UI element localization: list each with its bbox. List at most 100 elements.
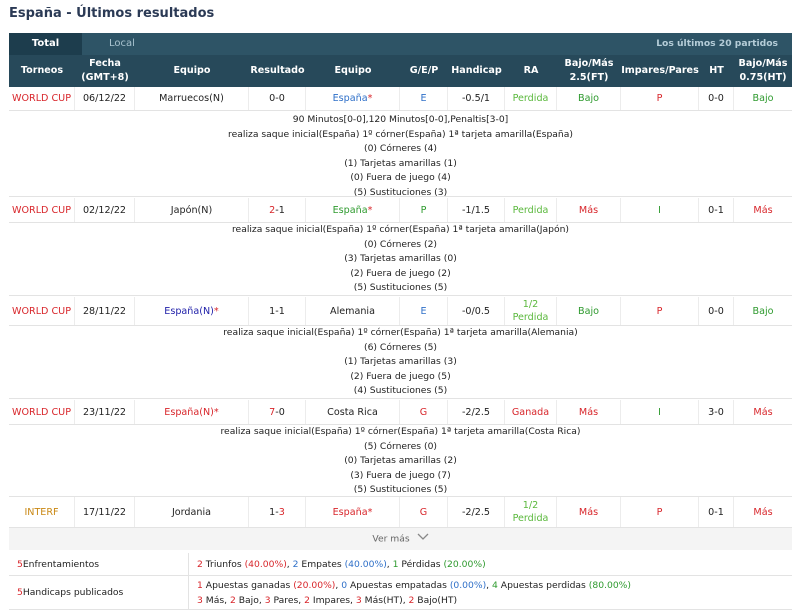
match-result[interactable]: 1-3 (249, 497, 306, 527)
away-score: 0 (278, 406, 285, 418)
tab-local[interactable]: Local (109, 38, 135, 49)
impares-pares-value: P (621, 297, 699, 325)
ra-value: 1/2 Perdida (505, 297, 557, 325)
home-team[interactable]: España(N) * (135, 297, 249, 325)
empates-label: Empates (298, 558, 345, 570)
ra-value: Perdida (505, 87, 557, 110)
label: Enfrentamientos (22, 558, 99, 570)
details-line: realiza saque inicial(España) 1º córner(… (220, 426, 581, 437)
handicap-value: -0/0.5 (448, 297, 505, 325)
header-resultado: Resultado (250, 65, 305, 76)
label: Handicaps publicados (22, 587, 124, 598)
ra-value: Perdida (505, 198, 557, 222)
impares-pares-value: P (621, 87, 699, 110)
masht-label: Más(HT), (361, 594, 409, 606)
header-equipo-visitante: Equipo (334, 65, 372, 76)
bajo-mas-value: Más (557, 198, 621, 222)
tournament-name[interactable]: WORLD CUP (9, 198, 75, 222)
details-line: (0) Fuera de juego (4) (350, 172, 451, 183)
star-marker: * (367, 204, 373, 216)
perdidas-label: Pérdidas (398, 558, 444, 570)
summary-enfrentamientos-label: 5 Enfrentamientos (9, 553, 189, 575)
match-result[interactable]: 0-0 (249, 87, 306, 110)
empates-pct: (40.00%) (344, 558, 387, 570)
mas-count: 3 (197, 594, 203, 606)
home-team[interactable]: España(N) * (135, 400, 249, 424)
score-separator: - (275, 305, 279, 317)
details-line: (5) Sustituciones (5) (353, 484, 448, 495)
header-bajo-mas-ht: Bajo/Más 0.75(HT) (738, 58, 788, 83)
away-team[interactable]: Alemania (306, 297, 400, 325)
bajo-mas-ht-value: Más (753, 406, 773, 418)
ra-half: 1/2 (522, 299, 539, 310)
bajo-label: Bajo, (235, 594, 265, 606)
details-line: (5) Sustituciones (5) (353, 282, 448, 293)
triunfos-label: Triunfos (202, 558, 245, 570)
impares-pares-value: P (621, 497, 699, 527)
details-line: (2) Fuera de juego (5) (350, 370, 451, 382)
score-separator: - (275, 506, 279, 518)
away-team[interactable]: España * (306, 497, 400, 527)
match-details: realiza saque inicial(España) 1º córner(… (9, 223, 792, 296)
bajo-mas-value: Bajo (557, 87, 621, 110)
bajo-mas-ht-value: Bajo (752, 305, 774, 317)
match-result[interactable]: 7-0 (249, 400, 306, 424)
empatadas-pct: (0.00%) (449, 579, 487, 591)
ra-result: Perdida (512, 513, 549, 524)
match-row[interactable]: WORLD CUP 02/12/22 Japón(N) 2-1 España * … (9, 198, 792, 223)
header-torneos: Torneos (20, 65, 64, 76)
home-score: 1 (269, 305, 276, 317)
match-row[interactable]: WORLD CUP 06/12/22 Marruecos(N) 0-0 Espa… (9, 87, 792, 111)
home-team[interactable]: Jordania (135, 497, 249, 527)
ht-score: 0-0 (699, 297, 734, 325)
away-score: 1 (278, 204, 285, 216)
tab-total[interactable]: Total (9, 33, 82, 55)
perdidas2-count: 4 (492, 579, 498, 591)
score-separator: - (275, 406, 279, 418)
ganadas-label: Apuestas ganadas (202, 579, 294, 591)
chevron-down-icon (417, 528, 429, 550)
ra-half: 1/2 (522, 500, 539, 511)
perdidas-count: 1 (392, 558, 399, 570)
gep-value: G (400, 400, 448, 424)
away-team-name: España (332, 93, 368, 104)
details-line: (5) Córneres (0) (363, 440, 437, 452)
tournament-name[interactable]: WORLD CUP (9, 400, 75, 424)
impares-count: 2 (304, 594, 310, 606)
home-team[interactable]: Marruecos(N) (135, 87, 249, 110)
match-details: 90 Minutos[0-0],120 Minutos[0-0],Penalti… (9, 111, 792, 198)
gep-value: P (400, 198, 448, 222)
tab-bar: Total Local Los últimos 20 partidos (9, 33, 792, 55)
handicap-value: -1/1.5 (448, 198, 505, 222)
tournament-name[interactable]: WORLD CUP (9, 87, 75, 110)
home-score: 1 (269, 506, 276, 518)
score-separator: - (275, 204, 279, 216)
star-marker: * (367, 93, 373, 104)
home-team-name: España(N) (164, 406, 214, 418)
ver-mas-button[interactable]: Ver más (9, 528, 792, 550)
match-result[interactable]: 2-1 (249, 198, 306, 222)
match-result[interactable]: 1-1 (249, 297, 306, 325)
star-marker: * (367, 506, 373, 518)
away-team-name: España (332, 204, 368, 216)
last-20-matches-label[interactable]: Los últimos 20 partidos (656, 38, 778, 49)
gep-value: G (400, 497, 448, 527)
match-details: realiza saque inicial(España) 1º córner(… (9, 425, 792, 497)
header-equipo-local: Equipo (173, 65, 211, 76)
away-team[interactable]: España * (306, 87, 400, 110)
home-team[interactable]: Japón(N) (135, 198, 249, 222)
tournament-name[interactable]: INTERF (9, 497, 75, 527)
summary-handicaps-stats: 1 Apuestas ganadas (20.00%), 0 Apuestas … (197, 579, 631, 606)
handicap-value: -0.5/1 (448, 87, 505, 110)
empatadas-label: Apuestas empatadas (347, 579, 450, 591)
tournament-name[interactable]: WORLD CUP (9, 297, 75, 325)
ht-score: 0-1 (699, 198, 734, 222)
home-team-name: España(N) (164, 305, 214, 317)
match-row[interactable]: WORLD CUP 28/11/22 España(N) * 1-1 Aleman… (9, 297, 792, 326)
match-row[interactable]: INTERF 17/11/22 Jordania 1-3 España * G -… (9, 497, 792, 528)
handicap-value: -2/2.5 (448, 400, 505, 424)
away-team[interactable]: España * (306, 198, 400, 222)
header-ht: HT (709, 65, 724, 76)
match-row[interactable]: WORLD CUP 23/11/22 España(N) * 7-0 Costa … (9, 400, 792, 425)
away-team[interactable]: Costa Rica (306, 400, 400, 424)
